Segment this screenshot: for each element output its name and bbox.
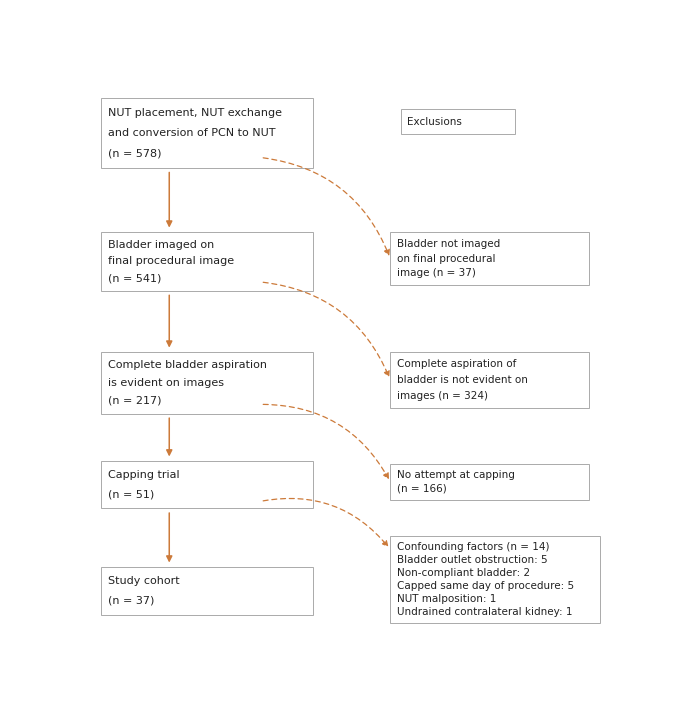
Text: bladder is not evident on: bladder is not evident on <box>397 375 527 385</box>
Text: is evident on images: is evident on images <box>108 378 224 388</box>
Text: (n = 166): (n = 166) <box>397 484 447 494</box>
Text: Confounding factors (n = 14): Confounding factors (n = 14) <box>397 542 549 552</box>
Text: Complete aspiration of: Complete aspiration of <box>397 360 516 370</box>
FancyBboxPatch shape <box>101 567 313 615</box>
FancyBboxPatch shape <box>391 232 589 285</box>
Text: Exclusions: Exclusions <box>407 117 462 127</box>
Text: Capping trial: Capping trial <box>108 470 179 480</box>
FancyBboxPatch shape <box>401 109 515 134</box>
FancyBboxPatch shape <box>101 352 313 413</box>
Text: Bladder outlet obstruction: 5: Bladder outlet obstruction: 5 <box>397 555 547 566</box>
Text: images (n = 324): images (n = 324) <box>397 391 488 401</box>
FancyBboxPatch shape <box>101 98 313 168</box>
Text: Non-compliant bladder: 2: Non-compliant bladder: 2 <box>397 568 530 579</box>
Text: Complete bladder aspiration: Complete bladder aspiration <box>108 360 267 370</box>
Text: Capped same day of procedure: 5: Capped same day of procedure: 5 <box>397 581 574 591</box>
Text: Bladder not imaged: Bladder not imaged <box>397 239 500 249</box>
FancyBboxPatch shape <box>101 232 313 291</box>
Text: NUT placement, NUT exchange: NUT placement, NUT exchange <box>108 108 282 117</box>
Text: (n = 51): (n = 51) <box>108 489 154 500</box>
FancyBboxPatch shape <box>101 461 313 508</box>
Text: (n = 37): (n = 37) <box>108 595 154 605</box>
Text: Undrained contralateral kidney: 1: Undrained contralateral kidney: 1 <box>397 607 573 617</box>
Text: NUT malposition: 1: NUT malposition: 1 <box>397 594 496 604</box>
FancyBboxPatch shape <box>391 464 589 500</box>
Text: and conversion of PCN to NUT: and conversion of PCN to NUT <box>108 128 275 138</box>
Text: No attempt at capping: No attempt at capping <box>397 470 514 480</box>
Text: Study cohort: Study cohort <box>108 576 179 587</box>
Text: image (n = 37): image (n = 37) <box>397 268 475 278</box>
FancyBboxPatch shape <box>391 352 589 408</box>
Text: final procedural image: final procedural image <box>108 257 234 267</box>
Text: (n = 541): (n = 541) <box>108 273 161 283</box>
Text: (n = 217): (n = 217) <box>108 395 161 405</box>
Text: (n = 578): (n = 578) <box>108 149 161 158</box>
Text: Bladder imaged on: Bladder imaged on <box>108 240 214 250</box>
FancyBboxPatch shape <box>391 536 600 623</box>
Text: on final procedural: on final procedural <box>397 254 495 264</box>
